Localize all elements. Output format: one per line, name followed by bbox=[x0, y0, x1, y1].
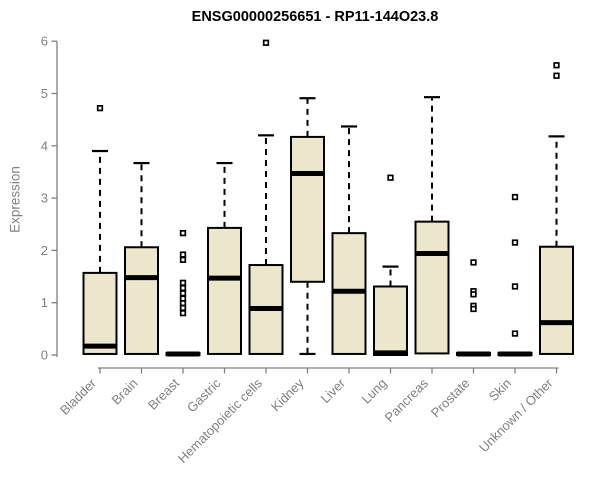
outlier-point bbox=[179, 284, 187, 292]
box-kidney bbox=[290, 97, 325, 356]
box-brain bbox=[124, 161, 159, 355]
chart-title: ENSG00000256651 - RP11-144O23.8 bbox=[191, 9, 439, 25]
outlier-point bbox=[553, 72, 560, 79]
iqr-box bbox=[539, 245, 574, 355]
outlier-point bbox=[553, 62, 560, 69]
outlier-point bbox=[262, 39, 270, 46]
outlier-point bbox=[96, 104, 104, 112]
box-prostate bbox=[456, 259, 491, 357]
y-tick-label: 5 bbox=[41, 86, 48, 101]
box-lung bbox=[373, 174, 408, 356]
outlier-point bbox=[179, 229, 187, 237]
x-tick-label: Pancreas bbox=[382, 375, 432, 425]
box-gastric bbox=[207, 161, 242, 355]
box-bladder bbox=[82, 104, 118, 355]
y-tick-label: 3 bbox=[41, 191, 48, 206]
iqr-box bbox=[290, 135, 325, 283]
x-tick-label: Lung bbox=[359, 376, 390, 407]
x-tick-label: Unknown / Other bbox=[476, 375, 556, 455]
outlier-point bbox=[470, 259, 477, 266]
iqr-box bbox=[124, 246, 159, 355]
box-hematopoietic-cells bbox=[248, 39, 284, 355]
x-tick-label: Kidney bbox=[268, 375, 307, 414]
x-tick-label: Bladder bbox=[57, 375, 100, 418]
iqr-box bbox=[207, 226, 242, 355]
x-tick-label: Brain bbox=[109, 376, 141, 408]
x-tick-label: Skin bbox=[486, 376, 514, 404]
x-tick-label: Breast bbox=[145, 375, 182, 412]
outlier-point bbox=[511, 330, 519, 337]
y-tick-label: 4 bbox=[41, 138, 48, 153]
outlier-point bbox=[387, 174, 394, 181]
outlier-point bbox=[179, 256, 187, 263]
box-liver bbox=[331, 125, 367, 355]
x-tick-label: Prostate bbox=[428, 376, 473, 421]
box-skin bbox=[497, 193, 533, 357]
box-pancreas bbox=[414, 96, 450, 355]
outlier-point bbox=[470, 291, 477, 298]
iqr-box bbox=[82, 271, 118, 355]
y-tick-label: 2 bbox=[41, 243, 48, 258]
outlier-point bbox=[511, 283, 519, 290]
outlier-point bbox=[470, 305, 477, 313]
outlier-point bbox=[179, 304, 187, 312]
y-tick-label: 1 bbox=[41, 295, 48, 310]
outlier-point bbox=[179, 310, 187, 317]
x-tick-label: Liver bbox=[318, 375, 349, 406]
x-tick-label: Gastric bbox=[184, 375, 224, 415]
iqr-box bbox=[373, 285, 408, 356]
y-tick-label: 0 bbox=[41, 348, 48, 363]
outlier-point bbox=[179, 290, 187, 297]
iqr-box bbox=[414, 220, 450, 355]
outlier-point bbox=[179, 251, 187, 258]
outlier-point bbox=[511, 239, 519, 246]
box-breast bbox=[165, 229, 201, 357]
y-tick-label: 6 bbox=[41, 34, 48, 49]
outlier-point bbox=[511, 193, 519, 201]
box-unknown-other bbox=[539, 62, 574, 355]
outlier-point bbox=[179, 279, 187, 286]
